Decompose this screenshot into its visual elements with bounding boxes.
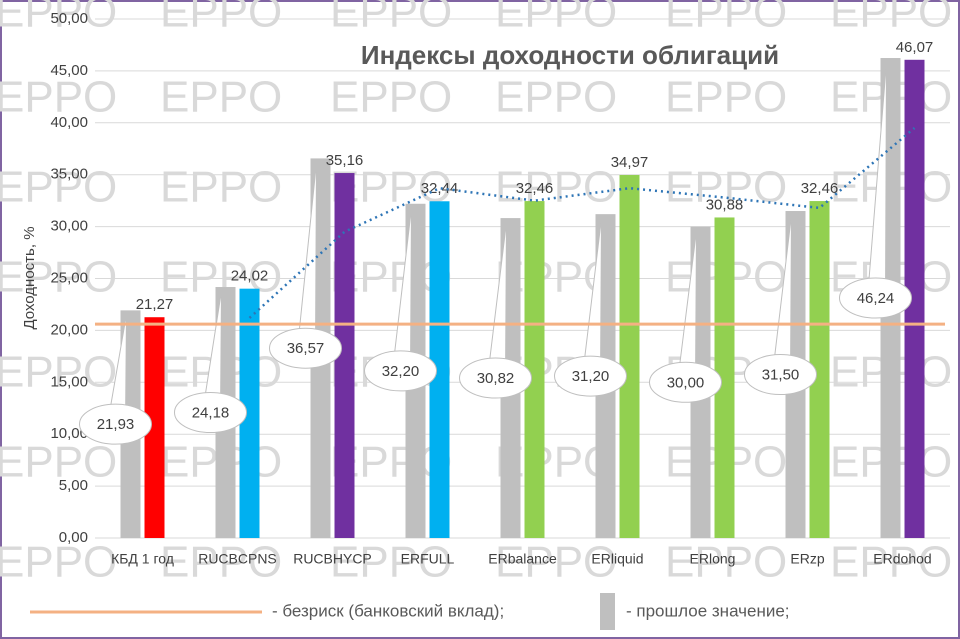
watermark: EPPO xyxy=(330,73,452,122)
watermark: EPPO xyxy=(495,0,617,37)
watermark: EPPO xyxy=(330,0,452,37)
data-label: 35,16 xyxy=(326,152,364,169)
bar xyxy=(809,201,830,539)
x-tick-label: ERbalance xyxy=(488,551,557,567)
y-tick-label: 30,00 xyxy=(50,218,88,235)
data-label: 30,82 xyxy=(477,370,515,387)
bar xyxy=(714,217,735,538)
callout xyxy=(364,350,437,392)
callout xyxy=(459,357,532,399)
watermark: EPPO xyxy=(830,0,952,37)
watermark: EPPO xyxy=(0,253,117,302)
y-tick-label: 45,00 xyxy=(50,62,88,79)
callout xyxy=(79,403,152,445)
data-label: 24,18 xyxy=(192,404,230,421)
watermark: EPPO xyxy=(665,0,787,37)
y-tick-label: 20,00 xyxy=(50,321,88,338)
bar xyxy=(429,201,450,538)
data-label: 31,20 xyxy=(572,368,610,385)
data-label: 36,57 xyxy=(287,340,325,357)
legend-label: - безриск (банковский вклад); xyxy=(272,601,504,620)
data-label: 32,46 xyxy=(516,180,554,197)
data-label: 24,02 xyxy=(231,268,269,285)
watermark: EPPO xyxy=(160,0,282,37)
data-label: 46,24 xyxy=(857,290,895,307)
x-tick-label: RUCBHYCP xyxy=(293,551,372,567)
y-tick-label: 35,00 xyxy=(50,166,88,183)
watermark: EPPO xyxy=(0,163,117,212)
y-tick-label: 40,00 xyxy=(50,114,88,131)
bar xyxy=(334,173,355,539)
bar xyxy=(904,59,925,539)
bar xyxy=(239,288,260,538)
data-label: 21,27 xyxy=(136,296,174,313)
y-tick-label: 25,00 xyxy=(50,269,88,286)
chart-title: Индексы доходности облигаций xyxy=(361,40,779,70)
x-tick-label: ERlong xyxy=(690,551,736,567)
bar xyxy=(619,175,640,538)
watermark: EPPO xyxy=(0,348,117,397)
data-label: 32,44 xyxy=(421,180,459,197)
data-label: 32,46 xyxy=(801,180,839,197)
watermark: EPPO xyxy=(160,73,282,122)
watermark: EPPO xyxy=(495,163,617,212)
x-tick-label: RUCBCPNS xyxy=(198,551,277,567)
legend-label: - прошлое значение; xyxy=(626,601,790,620)
trendline xyxy=(248,127,916,319)
y-tick-label: 5,00 xyxy=(59,477,88,494)
watermark: EPPO xyxy=(495,73,617,122)
bar xyxy=(144,317,165,538)
data-label: 31,50 xyxy=(762,366,800,383)
watermark: EPPO xyxy=(330,538,452,587)
callout xyxy=(269,327,342,369)
data-label: 34,97 xyxy=(611,154,649,171)
watermark: EPPO xyxy=(0,438,117,487)
watermark: EPPO xyxy=(495,538,617,587)
watermark: EPPO xyxy=(665,538,787,587)
x-tick-label: ERliquid xyxy=(591,551,643,567)
callout xyxy=(174,392,247,434)
x-tick-label: ERzp xyxy=(790,551,824,567)
callout xyxy=(649,361,722,403)
watermark: EPPO xyxy=(665,163,787,212)
y-tick-label: 0,00 xyxy=(59,529,88,546)
watermark: EPPO xyxy=(0,73,117,122)
data-label: 32,20 xyxy=(382,363,420,380)
watermark: EPPO xyxy=(665,73,787,122)
callout xyxy=(744,354,817,396)
watermark: EPPO xyxy=(160,163,282,212)
callout xyxy=(839,277,912,319)
watermark: EPPO xyxy=(830,538,952,587)
data-label: 46,07 xyxy=(896,39,934,56)
watermark: EPPO xyxy=(0,538,117,587)
y-axis-label: Доходность, % xyxy=(21,226,38,329)
y-tick-label: 10,00 xyxy=(50,425,88,442)
data-label: 30,88 xyxy=(706,196,744,213)
bar xyxy=(524,201,545,539)
watermark: EPPO xyxy=(160,538,282,587)
legend-swatch xyxy=(600,593,615,630)
x-tick-label: ERFULL xyxy=(401,551,455,567)
y-tick-label: 15,00 xyxy=(50,373,88,390)
callout xyxy=(554,355,627,397)
x-tick-label: ERdohod xyxy=(873,551,931,567)
y-tick-label: 50,00 xyxy=(50,10,88,27)
data-label: 21,93 xyxy=(97,416,135,433)
data-label: 30,00 xyxy=(667,374,705,391)
x-tick-label: КБД 1 год xyxy=(111,551,174,567)
watermark: EPPO xyxy=(0,0,117,37)
